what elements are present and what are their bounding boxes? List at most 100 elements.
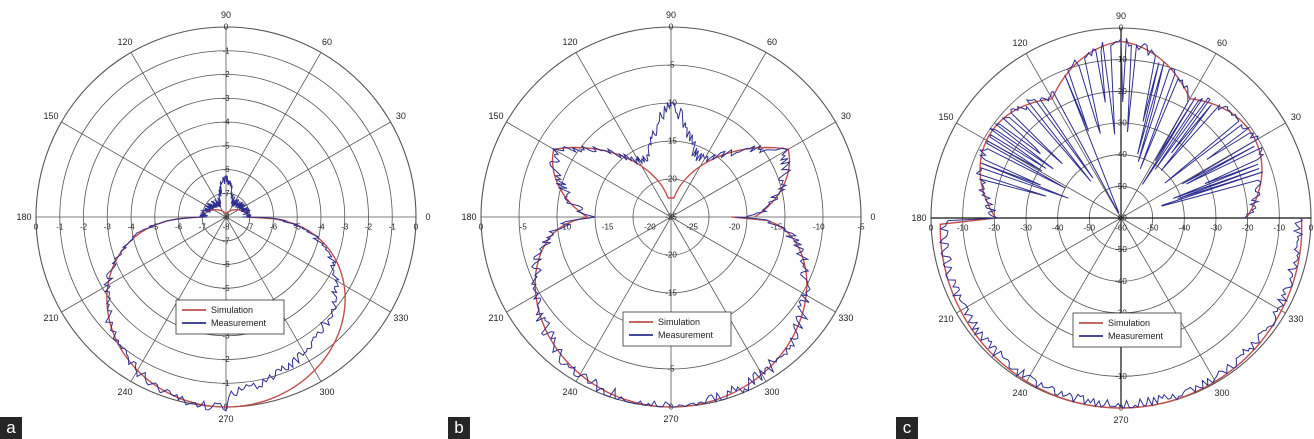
radial-tick-label: -50 — [1147, 224, 1159, 233]
radial-tick-label: -3 — [341, 223, 349, 232]
angle-label: 300 — [1214, 388, 1229, 398]
radial-tick-label: -20 — [729, 223, 741, 232]
angle-label: 30 — [841, 111, 851, 121]
grid-spoke — [670, 52, 767, 218]
radial-tick-label: -40 — [1115, 150, 1127, 159]
grid-spoke — [956, 122, 1122, 219]
radial-tick-label: -4 — [222, 118, 230, 127]
grid-spoke — [61, 216, 227, 313]
angle-label: 240 — [562, 387, 577, 397]
grid-spoke — [1025, 217, 1122, 383]
angle-label: 0 — [425, 212, 430, 222]
measurement-trace — [938, 37, 1304, 409]
angle-label: 60 — [322, 37, 332, 47]
radial-tick-label: -7 — [246, 223, 254, 232]
angle-label: 90 — [1116, 11, 1126, 21]
radial-tick-label: -15 — [602, 223, 614, 232]
radial-tick-label: -1 — [56, 223, 64, 232]
radial-tick-label: -40 — [1179, 224, 1191, 233]
radial-tick-label: 0 — [1119, 24, 1124, 33]
radial-tick-label: -10 — [957, 224, 969, 233]
legend-label: Measurement — [1108, 331, 1164, 341]
radial-tick-label: -40 — [1115, 277, 1127, 286]
legend: Simulation Measurement — [175, 299, 285, 335]
angle-label: 150 — [489, 111, 504, 121]
grid-spoke — [956, 217, 1122, 314]
radial-tick-label: -40 — [1052, 224, 1064, 233]
radial-tick-label: -20 — [665, 251, 677, 260]
radial-tick-label: -8 — [222, 223, 230, 232]
grid-spoke — [1120, 217, 1217, 383]
legend-label: Measurement — [658, 330, 714, 340]
radial-tick-label: -5 — [667, 365, 675, 374]
angle-label: 120 — [117, 37, 132, 47]
radial-tick-label: -30 — [1020, 224, 1032, 233]
radial-tick-label: -6 — [270, 223, 278, 232]
grid-spoke — [670, 216, 836, 313]
panel-c: 9060300330300270240210180150120-60-50-40… — [894, 0, 1314, 439]
legend: Simulation Measurement — [622, 311, 732, 347]
radial-tick-label: -2 — [222, 355, 230, 364]
panel-label-a: a — [0, 417, 22, 439]
radial-tick-label: -60 — [1115, 214, 1127, 223]
angle-label: 270 — [663, 414, 678, 424]
radial-tick-label: -2 — [80, 223, 88, 232]
grid-spoke — [225, 121, 391, 218]
angle-label: 180 — [16, 212, 31, 222]
panel-label-b: b — [448, 417, 470, 439]
radial-tick-label: -4 — [127, 223, 135, 232]
grid-spoke — [130, 52, 227, 218]
legend-box — [622, 311, 732, 347]
grid-spoke — [130, 216, 227, 382]
radial-tick-label: -1 — [389, 223, 397, 232]
radial-tick-label: -5 — [222, 284, 230, 293]
angle-label: 300 — [319, 387, 334, 397]
grid-spoke — [225, 52, 322, 218]
angle-label: 120 — [1012, 38, 1027, 48]
radial-tick-label: 0 — [669, 23, 674, 32]
radial-tick-label: -8 — [222, 213, 230, 222]
radial-tick-label: 0 — [479, 223, 484, 232]
radial-tick-label: -2 — [222, 70, 230, 79]
angle-label: 210 — [489, 313, 504, 323]
radial-tick-label: -3 — [222, 331, 230, 340]
grid-spoke — [670, 121, 836, 218]
angle-label: 0 — [870, 212, 875, 222]
measurement-trace — [103, 174, 340, 412]
grid-spoke — [1120, 217, 1286, 314]
panel-a: 90 60 30 0 330 300 270 240 210 180 150 120 -8 -7 -6 -5-… — [0, 0, 450, 439]
radial-tick-label: -10 — [560, 223, 572, 232]
radial-tick-label: -1 — [222, 46, 230, 55]
angle-label: 150 — [44, 111, 59, 121]
radial-tick-label: -7 — [199, 223, 207, 232]
radial-tick-label: -3 — [104, 223, 112, 232]
angle-label: 270 — [218, 414, 233, 424]
angle-label: 240 — [1012, 388, 1027, 398]
angle-label: 330 — [393, 313, 408, 323]
legend-box — [175, 299, 285, 335]
radial-tick-label: -50 — [1115, 182, 1127, 191]
angle-label: 90 — [666, 10, 676, 20]
radial-tick-label: -7 — [222, 189, 230, 198]
angle-label: 240 — [117, 387, 132, 397]
legend-label: Measurement — [211, 318, 267, 328]
radial-tick-label: -25 — [665, 213, 677, 222]
radial-tick-label: -6 — [222, 165, 230, 174]
radial-tick-label: -5 — [667, 61, 675, 70]
radial-tick-label: -10 — [1115, 372, 1127, 381]
radial-tick-label: -20 — [644, 223, 656, 232]
grid-spoke — [506, 216, 672, 313]
radial-tick-label: -50 — [1115, 245, 1127, 254]
radial-tick-label: -30 — [1115, 119, 1127, 128]
radial-tick-label: 0 — [414, 223, 419, 232]
radial-tick-label: 0 — [224, 23, 229, 32]
angle-label: 330 — [1288, 314, 1303, 324]
radial-tick-label: -6 — [175, 223, 183, 232]
panel-label-c: c — [896, 417, 918, 439]
radial-tick-label: -15 — [665, 289, 677, 298]
radial-tick-label: 0 — [929, 224, 934, 233]
grid-spoke — [1120, 53, 1217, 219]
angle-label: 300 — [764, 387, 779, 397]
radial-tick-label: 0 — [34, 223, 39, 232]
polar-chart-b: 9060300330300270240210180150120-25-20-15… — [461, 10, 875, 424]
